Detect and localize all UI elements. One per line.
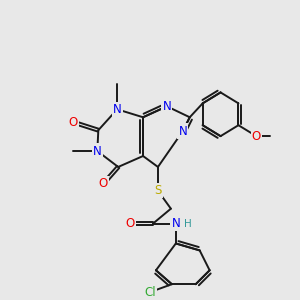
Text: N: N xyxy=(113,103,122,116)
Text: H: H xyxy=(184,219,191,229)
Text: O: O xyxy=(125,217,135,230)
Text: S: S xyxy=(154,184,162,197)
Text: O: O xyxy=(252,130,261,142)
Text: N: N xyxy=(178,125,187,138)
Text: O: O xyxy=(99,177,108,190)
Text: N: N xyxy=(93,145,102,158)
Text: N: N xyxy=(172,217,180,230)
Text: O: O xyxy=(69,116,78,129)
Text: Cl: Cl xyxy=(144,286,156,299)
Text: N: N xyxy=(163,100,171,113)
